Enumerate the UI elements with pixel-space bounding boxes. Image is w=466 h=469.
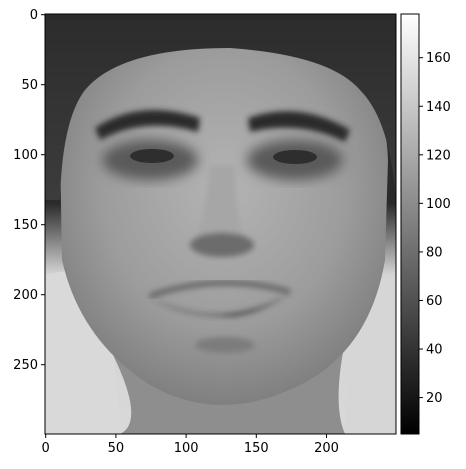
colorbar: 20 40 60 80 100 120 140 160 bbox=[400, 13, 451, 435]
y-tick-label: 150 bbox=[13, 218, 38, 233]
y-tick-label: 100 bbox=[13, 148, 38, 163]
colorbar-tick-label: 40 bbox=[426, 343, 443, 358]
face-image bbox=[45, 14, 396, 434]
x-tick-label: 0 bbox=[42, 441, 50, 456]
colorbar-frame bbox=[400, 13, 420, 435]
colorbar-tick-label: 100 bbox=[426, 197, 451, 212]
x-tick-label: 200 bbox=[314, 441, 339, 456]
colorbar-gradient bbox=[401, 14, 419, 434]
colorbar-tick-label: 120 bbox=[426, 148, 451, 163]
image-axes-frame bbox=[44, 13, 397, 435]
x-tick-label: 50 bbox=[108, 441, 125, 456]
x-tick-label: 100 bbox=[174, 441, 199, 456]
y-tick-label: 0 bbox=[30, 8, 38, 23]
colorbar-tick-label: 80 bbox=[426, 245, 443, 260]
y-tick-label: 50 bbox=[21, 78, 38, 93]
y-axis: 0 50 100 150 200 250 bbox=[13, 8, 45, 373]
y-tick-label: 200 bbox=[13, 288, 38, 303]
colorbar-tick-label: 140 bbox=[426, 100, 451, 115]
x-axis: 0 50 100 150 200 bbox=[42, 434, 339, 456]
colorbar-tick-label: 60 bbox=[426, 294, 443, 309]
x-tick-label: 150 bbox=[244, 441, 269, 456]
y-tick-label: 250 bbox=[13, 358, 38, 373]
colorbar-tick-label: 20 bbox=[426, 391, 443, 406]
colorbar-tick-label: 160 bbox=[426, 51, 451, 66]
